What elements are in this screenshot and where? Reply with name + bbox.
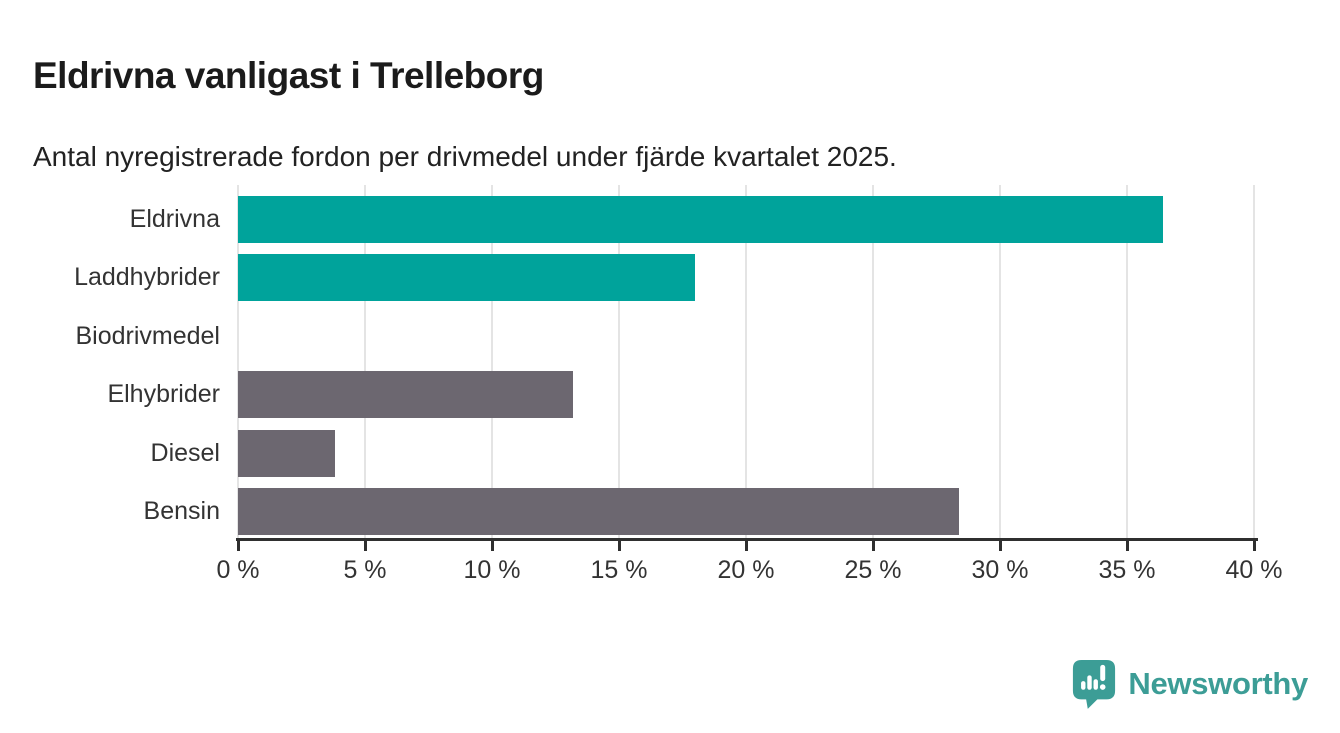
x-axis-tick-label: 15 % [590, 556, 648, 584]
category-label-elhybrider: Elhybrider [107, 380, 220, 409]
x-axis-tick [236, 541, 240, 551]
category-label-eldrivna: Eldrivna [129, 205, 220, 233]
bar-bensin [238, 488, 960, 535]
x-axis-tick [617, 541, 621, 551]
x-axis-tick-label: 0 % [216, 556, 260, 584]
gridline [745, 185, 747, 538]
bar-elhybrider [238, 371, 574, 419]
chart-title: Eldrivna vanligast i Trelleborg [33, 54, 544, 96]
gridline [237, 185, 239, 538]
x-axis-line [236, 538, 1258, 541]
x-axis-tick-label: 20 % [717, 556, 775, 584]
gridline [1253, 185, 1255, 538]
category-label-laddhybrider: Laddhybrider [74, 263, 220, 292]
category-label-diesel: Diesel [150, 438, 220, 467]
bar-laddhybrider [238, 254, 696, 302]
brand-name: Newsworthy [1128, 666, 1308, 701]
brand-logo: Newsworthy [1071, 658, 1308, 710]
x-axis-tick [871, 541, 875, 551]
gridline [1126, 185, 1128, 538]
bar-diesel [238, 429, 335, 477]
gridline [872, 185, 874, 538]
x-axis-tick-label: 35 % [1098, 556, 1156, 584]
gridline [618, 185, 620, 538]
category-label-bensin: Bensin [143, 497, 220, 525]
x-axis-tick [1252, 541, 1256, 551]
gridline [364, 185, 366, 538]
chart-subtitle: Antal nyregistrerade fordon per drivmede… [33, 141, 897, 172]
bar-eldrivna [238, 196, 1163, 243]
x-axis-tick-label: 30 % [971, 556, 1029, 584]
gridline [999, 185, 1001, 538]
x-axis-tick [490, 541, 494, 551]
category-label-biodrivmedel: Biodrivmedel [75, 321, 220, 350]
x-axis-tick-label: 5 % [343, 556, 387, 584]
x-axis-tick-label: 25 % [844, 556, 902, 584]
gridline [491, 185, 493, 538]
x-axis-tick [744, 541, 748, 551]
newsworthy-speech-bubble-chart-icon [1071, 658, 1117, 710]
x-axis-tick [1125, 541, 1129, 551]
x-axis-tick [998, 541, 1002, 551]
x-axis-tick-label: 40 % [1225, 556, 1283, 584]
x-axis-tick [363, 541, 367, 551]
plot-area [237, 185, 1255, 538]
x-axis-tick-label: 10 % [463, 556, 521, 584]
